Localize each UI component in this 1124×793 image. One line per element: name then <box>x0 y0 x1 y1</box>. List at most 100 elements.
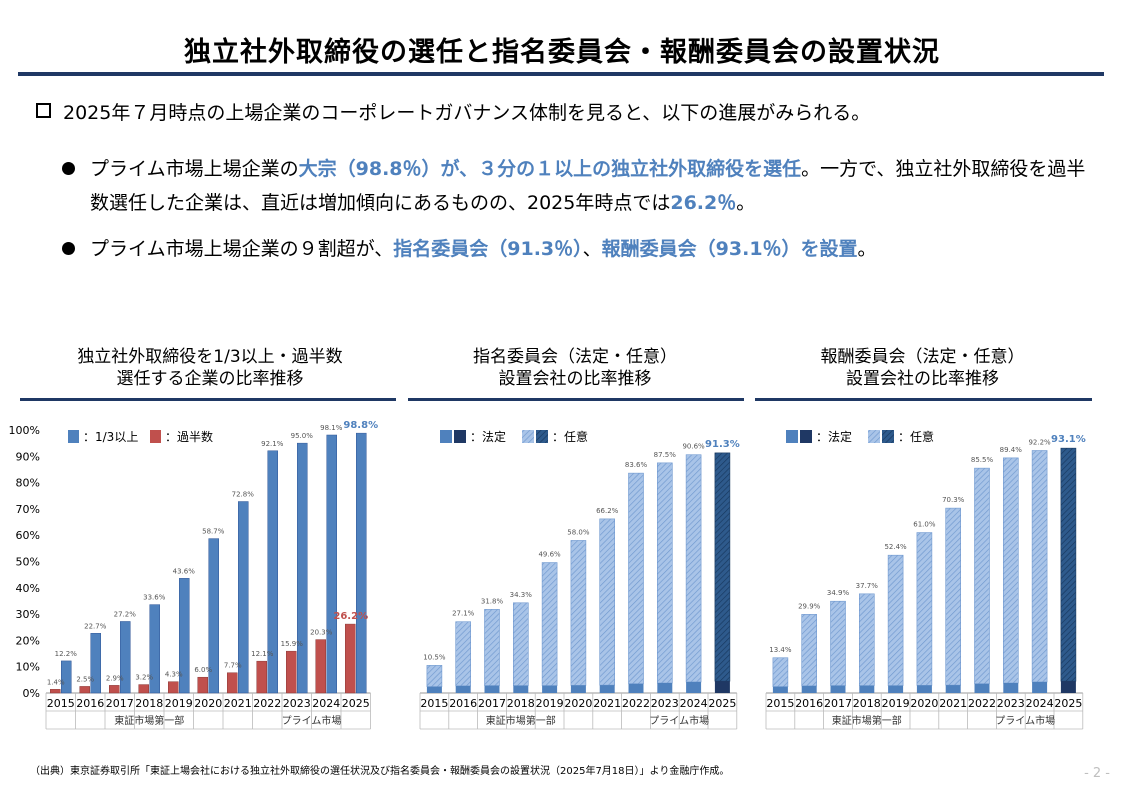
legend-label: ：1/3以上 <box>83 430 138 444</box>
chart-3-x-tick-label: 2019 <box>882 697 910 710</box>
bar-statutory <box>945 685 961 693</box>
data-label-total: 93.1% <box>1051 434 1086 445</box>
legend-label: ：任意 <box>552 429 588 444</box>
chart-1-title-line-2: 選任する企業の比率推移 <box>116 369 304 389</box>
page-number: - 2 - <box>1084 766 1110 781</box>
data-label-total: 58.0% <box>567 528 590 536</box>
data-label-total: 49.6% <box>538 551 561 559</box>
bullet-1-highlight-a: 大宗（98.8％）が、３分の１以上の独立社外取締役を選任 <box>298 158 802 180</box>
bar-statutory <box>714 681 730 693</box>
bar-statutory <box>686 681 702 693</box>
data-label-majority: 1.4% <box>47 678 65 686</box>
data-label-total: 87.5% <box>654 451 677 459</box>
bar-statutory <box>916 685 932 693</box>
data-label-majority: 26.2% <box>333 611 368 622</box>
chart-3-x-tick-label: 2023 <box>997 697 1025 710</box>
data-label-one-third: 22.7% <box>84 622 107 630</box>
bar-statutory <box>484 685 500 693</box>
data-label-total: 13.4% <box>769 646 792 654</box>
bullet-2-highlight-b: 報酬委員会（93.1％）を設置 <box>601 238 858 260</box>
chart-2-x-tick-label: 2020 <box>564 697 592 710</box>
data-label-total: 85.5% <box>971 456 994 464</box>
data-label-majority: 20.3% <box>310 629 333 637</box>
bullet-1-text-c: 。一方で、独立社外取締役を過半数選任した企業は、直近は増加傾向にあるものの、20… <box>90 158 1086 214</box>
legend-label: ：法定 <box>470 429 506 444</box>
bar-statutory <box>772 686 788 693</box>
bar-voluntary <box>772 657 789 687</box>
bar-voluntary <box>455 621 472 687</box>
bullet-dot-icon <box>62 242 75 255</box>
chart-1-y-tick-label: 60% <box>16 529 40 542</box>
legend-swatch-voluntary-dark <box>882 430 894 443</box>
bar-one-third <box>90 633 101 694</box>
chart-1-y-tick-label: 50% <box>16 556 40 569</box>
chart-3-x-tick-label: 2017 <box>824 697 852 710</box>
bar-statutory <box>888 685 904 693</box>
chart-2-x-tick-label: 2021 <box>593 697 621 710</box>
chart-1-y-tick-label: 70% <box>16 503 40 516</box>
data-label-total: 83.6% <box>625 461 648 469</box>
bullet-2-text-e: 。 <box>857 238 877 260</box>
chart-1-y-tick-label: 80% <box>16 477 40 490</box>
bar-voluntary <box>513 602 529 686</box>
chart-1-x-tick-label: 2024 <box>312 697 340 710</box>
bar-majority <box>345 623 356 694</box>
chart-3-x-tick-label: 2021 <box>939 697 967 710</box>
data-label-one-third: 33.6% <box>143 594 166 602</box>
chart-3-title-line-1: 報酬委員会（法定・任意） <box>820 347 1025 367</box>
chart-1-x-tick-label: 2015 <box>47 697 75 710</box>
bar-voluntary <box>570 540 587 686</box>
data-label-one-third: 98.8% <box>343 420 378 431</box>
data-label-majority: 2.9% <box>106 674 124 682</box>
bar-statutory <box>426 686 442 693</box>
chart-1-y-tick-label: 100% <box>9 424 40 437</box>
chart-1-x-tick-label: 2021 <box>224 697 252 710</box>
bar-voluntary <box>1003 457 1019 684</box>
chart-1-title-line-1: 独立社外取締役を1/3以上・過半数 <box>77 347 343 367</box>
chart-1-y-tick-label: 90% <box>16 450 40 463</box>
bar-majority <box>168 681 179 694</box>
chart-3-title-line-2: 設置会社の比率推移 <box>846 369 999 389</box>
chart-1-x-tick-label: 2016 <box>76 697 104 710</box>
chart-3-group-label: プライム市場 <box>995 714 1055 727</box>
chart-2-title-line-2: 設置会社の比率推移 <box>498 369 652 389</box>
bar-voluntary <box>916 532 933 686</box>
bar-one-third <box>238 501 249 694</box>
legend-swatch-voluntary <box>868 430 880 443</box>
bullet-1: プライム市場上場企業の大宗（98.8％）が、３分の１以上の独立社外取締役を選任。… <box>62 152 1102 220</box>
chart-3-group-label: 東証市場第一部 <box>832 714 902 727</box>
data-label-one-third: 95.0% <box>291 432 314 440</box>
bar-one-third <box>267 450 278 694</box>
bar-voluntary <box>974 467 990 685</box>
data-label-majority: 12.1% <box>251 650 274 658</box>
chart-3-title: 報酬委員会（法定・任意） 設置会社の比率推移 <box>750 346 1095 390</box>
bar-majority <box>50 689 61 694</box>
bar-voluntary <box>830 600 846 686</box>
chart-2-x-tick-label: 2019 <box>536 697 564 710</box>
bar-one-third <box>120 621 131 694</box>
data-label-total: 31.8% <box>481 597 504 605</box>
data-label-total: 27.1% <box>452 610 475 618</box>
bullet-2-highlight-a: 指名委員会（91.3％） <box>393 238 583 260</box>
legend-swatch-statutory-dark <box>454 430 466 443</box>
bar-one-third <box>179 578 190 694</box>
chart-1-y-tick-label: 30% <box>16 608 40 621</box>
bar-voluntary <box>484 609 500 686</box>
chart-3-x-tick-label: 2020 <box>910 697 938 710</box>
legend-swatch-red <box>150 430 161 443</box>
bar-majority <box>227 672 238 694</box>
bar-one-third <box>149 604 160 694</box>
bar-voluntary <box>714 452 731 682</box>
bullet-1-highlight-b: 26.2％ <box>670 192 737 214</box>
title-divider <box>18 72 1104 76</box>
bar-voluntary <box>1031 450 1048 683</box>
data-label-total: 61.0% <box>913 521 936 529</box>
legend-swatch-voluntary <box>522 430 534 443</box>
intro-line: 2025年７月時点の上場企業のコーポレートガバナンス体制を見ると、以下の進展がみ… <box>36 98 870 125</box>
square-bullet-icon <box>36 103 51 118</box>
bar-one-third <box>326 434 337 694</box>
data-label-majority: 15.9% <box>281 640 304 648</box>
chart-2-nomination-committee: 2015 2016 2017 2018 2019 2020 2021 2022 2023 2024… <box>419 429 740 730</box>
chart-1-title-rule <box>20 398 396 401</box>
legend-swatch-blue <box>68 430 79 443</box>
